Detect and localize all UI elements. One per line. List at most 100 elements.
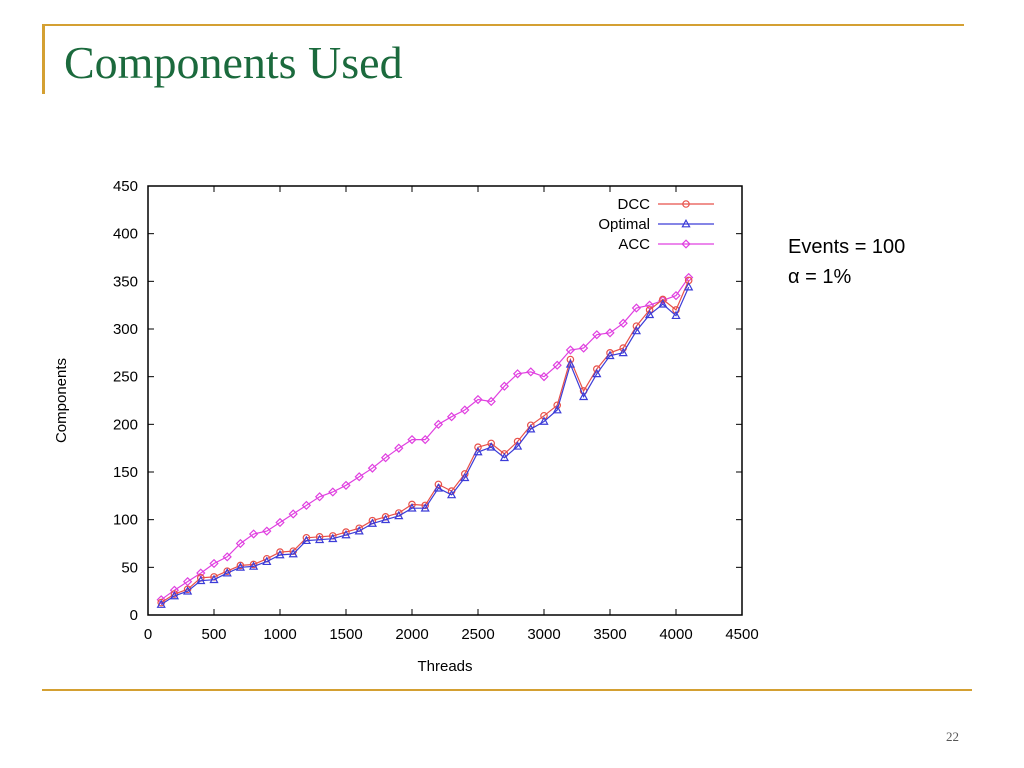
legend-label-optimal: Optimal <box>598 216 650 233</box>
data-point-optimal <box>314 534 325 544</box>
alpha-label: α = 1% <box>788 266 852 288</box>
data-point-optimal <box>169 590 180 600</box>
legend-marker-optimal <box>681 218 691 228</box>
data-point-acc <box>592 330 602 340</box>
data-point-acc <box>552 360 562 370</box>
data-point-acc <box>420 434 430 445</box>
data-point-acc <box>354 472 364 482</box>
y-tick-label: 100 <box>113 512 138 529</box>
legend-label-dcc: DCC <box>618 196 651 213</box>
data-point-optimal <box>301 535 312 545</box>
x-tick-label: 0 <box>144 626 152 643</box>
data-point-acc <box>473 394 483 405</box>
data-point-acc <box>539 372 549 382</box>
data-point-acc <box>209 558 219 569</box>
legend-label-acc: ACC <box>618 236 650 253</box>
series-line-optimal <box>160 286 690 606</box>
page-number: 22 <box>946 729 959 744</box>
y-tick-label: 200 <box>113 416 138 433</box>
y-tick-label: 50 <box>121 559 138 576</box>
x-tick-label: 1500 <box>329 626 362 643</box>
data-point-acc <box>512 369 523 379</box>
data-point-dcc <box>645 306 654 314</box>
x-tick-label: 4500 <box>725 626 758 643</box>
y-tick-label: 150 <box>113 464 138 481</box>
y-tick-label: 350 <box>113 273 138 290</box>
data-point-optimal <box>341 529 351 539</box>
data-point-optimal <box>262 556 272 566</box>
data-point-optimal <box>182 586 193 595</box>
y-tick-label: 450 <box>113 178 138 195</box>
data-point-optimal <box>288 548 298 558</box>
data-point-acc <box>262 526 272 536</box>
data-point-optimal <box>631 325 642 335</box>
x-tick-label: 4000 <box>659 626 692 643</box>
legend-marker-dcc <box>682 200 690 208</box>
y-tick-label: 300 <box>113 321 138 338</box>
data-point-acc <box>526 367 536 377</box>
data-point-optimal <box>671 310 681 320</box>
data-point-dcc <box>566 355 575 364</box>
data-point-optimal <box>380 514 391 524</box>
data-point-acc <box>605 328 615 338</box>
data-point-optimal <box>592 368 602 378</box>
x-tick-label: 2500 <box>461 626 494 643</box>
title-top-rule <box>42 24 964 26</box>
data-point-optimal <box>248 561 259 570</box>
annotation: Events = 100 α = 1% <box>788 232 905 292</box>
y-axis-label: Components <box>53 358 70 443</box>
data-point-optimal <box>486 442 496 451</box>
x-axis-label: Threads <box>417 658 472 675</box>
data-point-optimal <box>328 533 338 543</box>
footer-rule <box>42 689 972 691</box>
data-point-acc <box>644 300 655 310</box>
data-point-acc <box>182 576 193 587</box>
data-point-optimal <box>367 518 378 527</box>
y-tick-label: 0 <box>130 607 138 624</box>
data-point-acc <box>407 434 417 445</box>
y-tick-label: 400 <box>113 226 138 243</box>
data-point-acc <box>394 443 404 453</box>
data-point-acc <box>499 381 510 391</box>
x-tick-label: 2000 <box>395 626 428 643</box>
data-point-acc <box>578 343 589 353</box>
data-point-acc <box>328 487 338 497</box>
data-point-acc <box>222 552 232 562</box>
data-point-dcc <box>236 561 245 570</box>
data-point-acc <box>314 492 325 502</box>
data-point-optimal <box>473 446 483 456</box>
legend-marker-acc <box>681 239 691 249</box>
title-side-rule <box>42 24 45 94</box>
data-point-optimal <box>460 472 470 482</box>
data-point-optimal <box>512 441 523 450</box>
plot-frame <box>147 185 743 616</box>
series-line-acc <box>160 277 690 601</box>
data-point-dcc <box>170 590 179 598</box>
data-point-acc <box>460 405 470 415</box>
x-tick-label: 500 <box>201 626 226 643</box>
data-point-dcc <box>249 560 258 569</box>
data-point-optimal <box>433 483 444 492</box>
x-tick-label: 3000 <box>527 626 560 643</box>
events-label: Events = 100 <box>788 236 906 258</box>
data-point-optimal <box>605 350 615 360</box>
data-point-optimal <box>658 299 668 308</box>
data-point-optimal <box>407 503 417 512</box>
data-point-optimal <box>578 391 589 401</box>
data-point-optimal <box>552 404 562 414</box>
data-point-dcc <box>474 443 482 452</box>
data-point-optimal <box>684 282 694 291</box>
data-point-acc <box>486 396 496 407</box>
data-point-optimal <box>275 549 285 559</box>
data-point-acc <box>446 412 457 422</box>
data-point-acc <box>288 509 298 519</box>
data-point-optimal <box>618 347 628 357</box>
x-tick-label: 3500 <box>593 626 626 643</box>
data-point-optimal <box>644 309 655 319</box>
line-chart: 0 500 1000 1500 2000 2500 3000 3500 4000 4500 0 50 1… <box>53 178 759 675</box>
data-point-optimal <box>354 526 364 535</box>
data-point-dcc <box>658 295 667 304</box>
data-point-acc <box>275 517 285 528</box>
data-point-optimal <box>420 503 430 512</box>
data-point-dcc <box>540 411 548 420</box>
